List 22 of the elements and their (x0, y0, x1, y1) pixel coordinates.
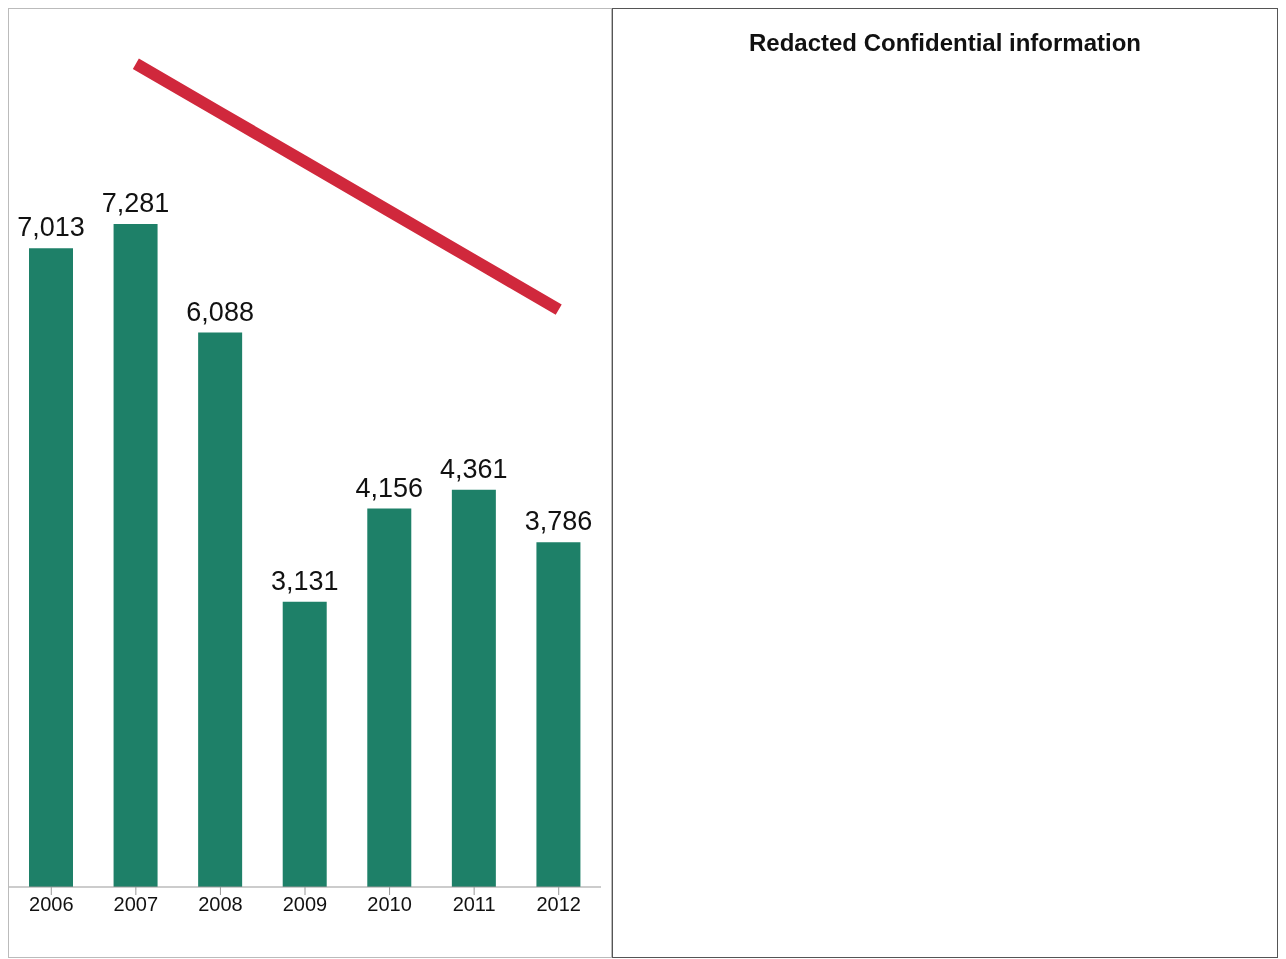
bar (451, 489, 496, 887)
bar (282, 601, 327, 887)
data-label: 3,131 (270, 565, 339, 596)
data-label: 7,281 (101, 187, 170, 218)
data-label: 7,013 (17, 212, 85, 243)
bar (536, 542, 581, 887)
bar (113, 223, 158, 887)
x-tick-label: 2011 (452, 893, 496, 916)
x-tick-label: 2008 (198, 893, 243, 916)
x-tick-label: 2012 (536, 893, 581, 916)
x-tick-label: 2007 (113, 893, 159, 916)
data-label: 6,088 (186, 296, 254, 327)
bar (29, 248, 73, 887)
bar (367, 508, 412, 887)
text: Redacted Confidential information (748, 29, 1142, 57)
x-tick-label: 2009 (282, 893, 328, 916)
x-tick-label: 2010 (367, 893, 412, 916)
x-tick-label: 2006 (29, 893, 74, 916)
data-label: 4,156 (355, 472, 424, 503)
data-label: 4,361 (440, 453, 508, 484)
bar (198, 332, 243, 887)
data-label: 3,786 (524, 506, 593, 537)
